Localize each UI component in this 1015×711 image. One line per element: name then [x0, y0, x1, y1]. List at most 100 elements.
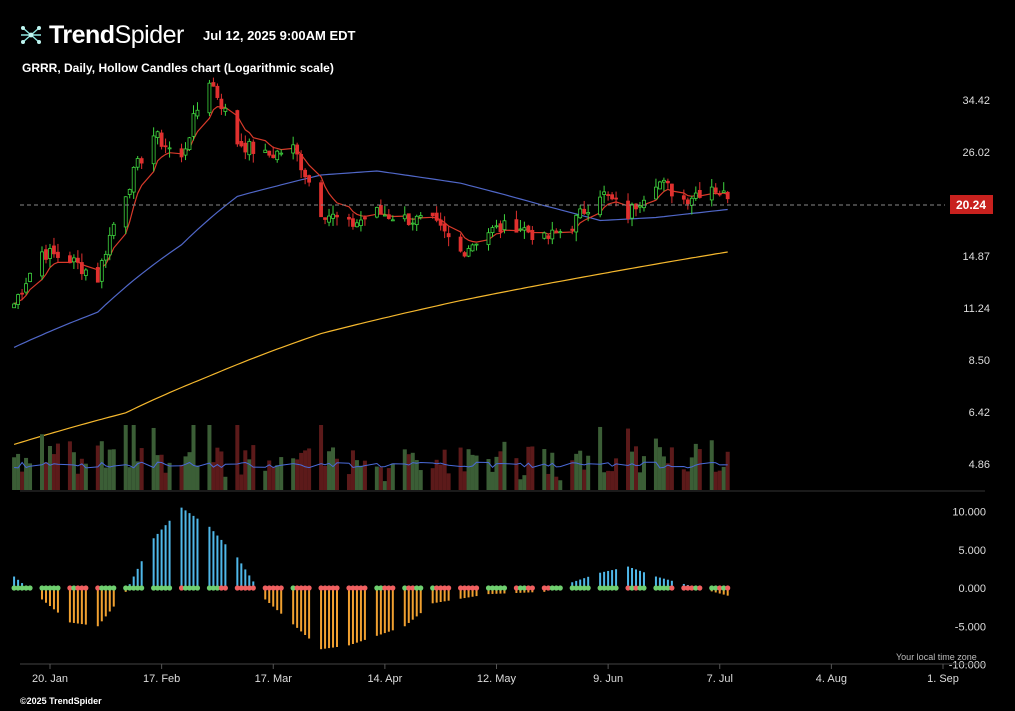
zero-dot [39, 585, 45, 591]
zero-dot [553, 585, 559, 591]
volume-bar [665, 463, 670, 490]
zero-dot [107, 585, 113, 591]
zero-dot [238, 585, 244, 591]
zero-dot [222, 585, 228, 591]
zero-dot [577, 585, 583, 591]
zero-dot [549, 585, 555, 591]
candle-body [75, 257, 80, 263]
candle-body [355, 222, 359, 228]
volume-bar [83, 463, 88, 490]
zero-dot [633, 585, 639, 591]
candle-body [498, 223, 503, 233]
volume-bar [362, 460, 367, 490]
volume-bar [386, 468, 391, 490]
candle-body [359, 219, 363, 226]
candle-body [48, 248, 52, 259]
zero-dot [186, 585, 193, 591]
zero-dot [461, 585, 468, 591]
zero-dot [266, 585, 272, 591]
candle-body [378, 205, 383, 215]
candle-body [470, 244, 475, 252]
candle-body [582, 208, 587, 214]
zero-dot [597, 585, 603, 591]
volume-bar [434, 459, 439, 490]
candle-body [402, 214, 407, 220]
zero-dot [67, 585, 73, 591]
candle-body [570, 228, 575, 231]
volume-bar [657, 447, 662, 490]
volume-bar [28, 463, 33, 490]
zero-dot [386, 585, 392, 591]
candle-body [654, 186, 658, 200]
volume-bar [446, 473, 451, 490]
volume-bar [243, 450, 248, 490]
volume-bar [570, 460, 575, 490]
candle-body [215, 85, 220, 98]
zero-dot [270, 585, 276, 591]
candle-body [347, 216, 351, 220]
volume-bar [163, 472, 168, 490]
candle-body [474, 243, 479, 246]
volume-bar [374, 466, 379, 490]
candle-body [642, 199, 646, 209]
oscillator-tick-label: 10.000 [952, 507, 986, 519]
zero-dot [354, 585, 360, 591]
zero-dot [525, 585, 531, 591]
candle-body [626, 200, 630, 219]
zero-dot [362, 585, 368, 591]
volume-bar [554, 476, 559, 490]
zero-dot [689, 585, 695, 591]
candle-body [239, 141, 244, 147]
candle-body [526, 225, 531, 233]
candle-body [374, 207, 379, 218]
zero-dot [151, 585, 157, 591]
zero-dot [11, 585, 17, 591]
volume-bar [378, 467, 383, 490]
volume-bar [20, 471, 25, 490]
sma-50-path [13, 170, 728, 348]
zero-dot [497, 585, 504, 591]
volume-bar [12, 457, 17, 490]
zero-dot [382, 585, 388, 591]
volume-bar [211, 462, 216, 490]
volume-bar [418, 470, 423, 490]
volume-bar [79, 458, 84, 490]
volume-bar [582, 469, 587, 490]
candle-body [319, 182, 323, 218]
volume-bar [263, 470, 268, 490]
zero-dot [465, 585, 472, 591]
volume-bar [414, 460, 419, 490]
candle-body [725, 191, 730, 200]
volume-bar [135, 461, 140, 490]
volume-bar [358, 465, 363, 490]
volume-bar [390, 463, 395, 490]
zero-dot [457, 585, 464, 591]
volume-bar [275, 465, 280, 490]
candle-body [638, 205, 642, 208]
zero-dot [661, 585, 667, 591]
candle-body [681, 195, 686, 200]
oscillator-tick-label: 5.000 [958, 545, 986, 557]
candle-body [462, 252, 467, 257]
zero-dot [717, 585, 723, 591]
volume-bar [71, 452, 76, 490]
candle-body [518, 228, 523, 231]
zero-dot [166, 585, 173, 591]
zero-dot [194, 585, 201, 591]
candle-body [414, 215, 419, 226]
candle-body [721, 190, 726, 193]
price-tick-label: 6.42 [969, 407, 990, 419]
zero-dot [322, 585, 328, 591]
zero-dot [302, 585, 308, 591]
price-tick-label: 4.86 [969, 459, 990, 471]
candle-body [291, 144, 296, 154]
time-tick-label: 7. Jul [707, 673, 733, 685]
candle-body [430, 212, 435, 217]
candle-body [56, 251, 60, 258]
sma-200-path [13, 251, 728, 445]
volume-bar [641, 456, 646, 490]
volume-bar [319, 425, 324, 490]
brand-spider: Spider [114, 20, 185, 49]
price-tick-label: 8.50 [969, 355, 990, 367]
